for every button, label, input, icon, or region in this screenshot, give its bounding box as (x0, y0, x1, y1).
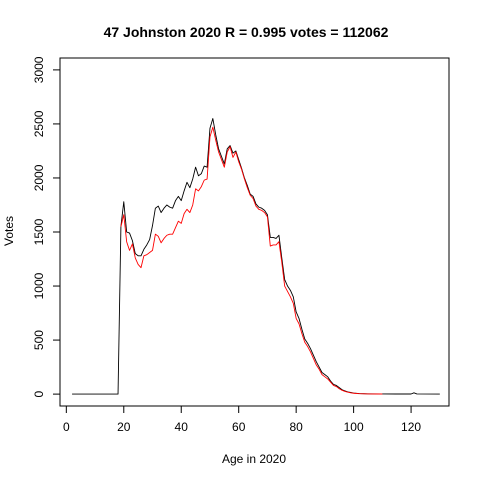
y-tick-label: 0 (32, 390, 46, 397)
y-tick-label: 2000 (32, 164, 46, 191)
x-tick-label: 20 (117, 420, 131, 434)
y-tick-label: 1500 (32, 218, 46, 245)
x-axis: 0 20 40 60 80 100 120 (63, 405, 421, 434)
series-layer (72, 118, 440, 395)
x-tick-label: 0 (63, 420, 70, 434)
y-tick-label: 2500 (32, 110, 46, 137)
x-tick-label: 80 (289, 420, 303, 434)
x-tick-label: 40 (175, 420, 189, 434)
x-tick-label: 120 (401, 420, 421, 434)
x-axis-label: Age in 2020 (222, 452, 286, 466)
x-tick-label: 60 (232, 420, 246, 434)
x-tick-label: 100 (344, 420, 364, 434)
y-tick-label: 3000 (32, 56, 46, 83)
series-line-2 (120, 126, 383, 395)
series-line-1 (72, 118, 440, 395)
y-axis: 0 500 1000 1500 2000 2500 3000 (32, 56, 61, 397)
y-axis-label: Votes (2, 216, 16, 246)
chart-title: 47 Johnston 2020 R = 0.995 votes = 11206… (104, 24, 389, 40)
y-tick-label: 500 (32, 330, 46, 350)
y-tick-label: 1000 (32, 272, 46, 299)
